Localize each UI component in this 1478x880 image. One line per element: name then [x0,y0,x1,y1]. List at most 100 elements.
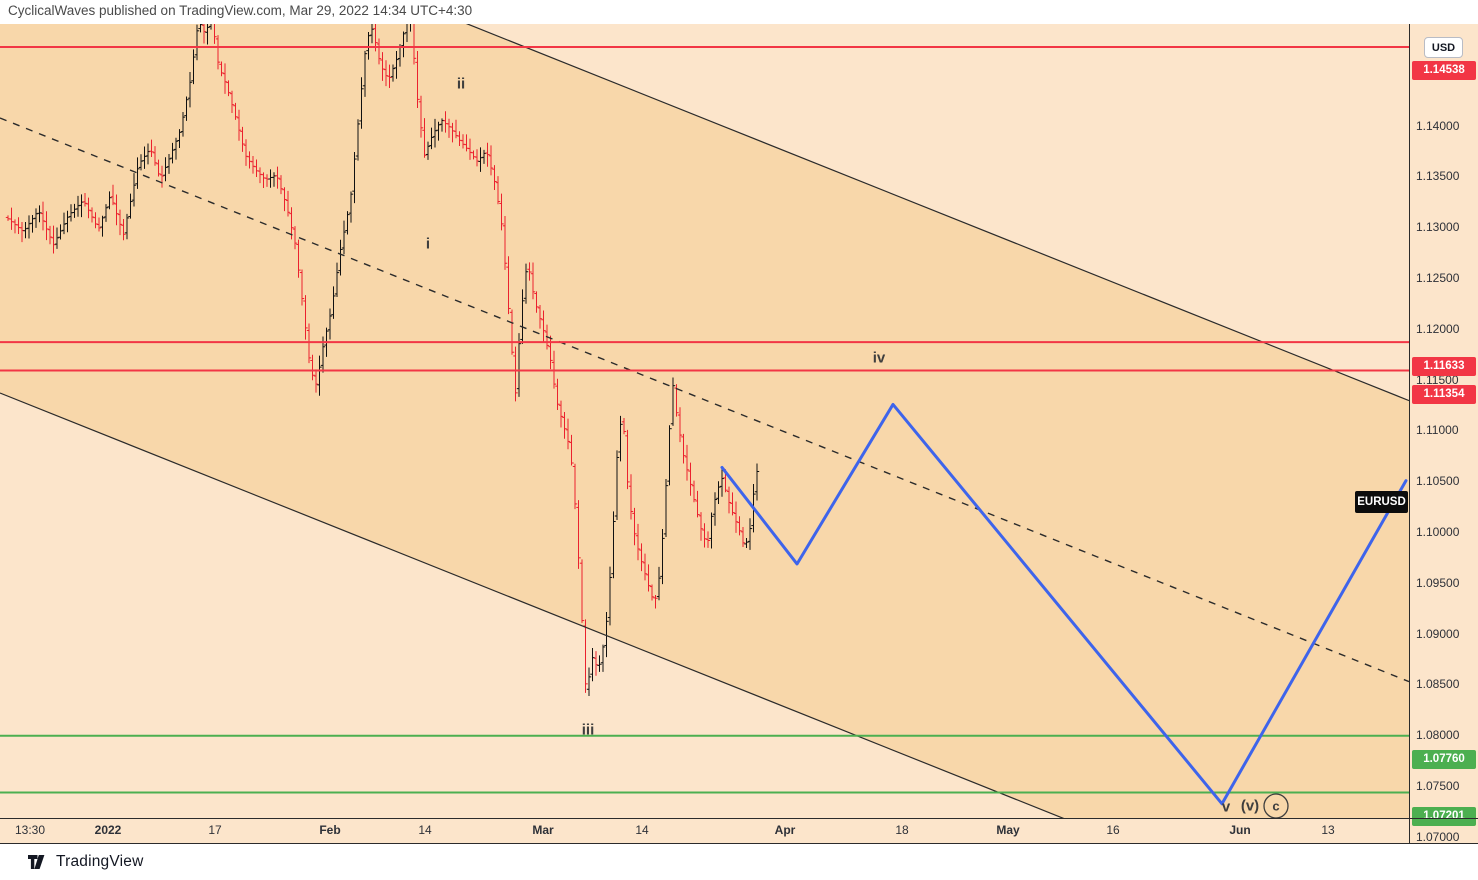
wave-label[interactable]: v [1222,799,1231,816]
ohlc-bar [663,478,669,537]
ohlc-bar [299,269,305,306]
channel-lower-line[interactable] [0,392,1409,818]
price-tick-label: 1.13000 [1416,220,1460,235]
ohlc-bar [649,584,655,601]
ohlc-bar [737,516,742,536]
time-axis[interactable]: 13:30 2022 17 Feb 14 Mar 14 Apr 18 May 16 Jun 13 [0,819,1409,843]
attribution-text: CyclicalWaves published on TradingView.c… [8,3,473,18]
ohlc-bar [719,467,725,497]
price-tick-label: 1.13500 [1416,169,1460,184]
wave-label[interactable]: ii [457,76,465,93]
ohlc-bar [65,210,70,233]
ohlc-bar [747,518,753,550]
ohlc-bar [600,644,606,672]
ohlc-bar [110,184,116,206]
ohlc-bar [754,463,760,501]
ohlc-bar [410,24,411,32]
ohlc-bar [159,165,165,188]
ohlc-bar [114,194,119,226]
price-tick-label: 1.09000 [1416,626,1460,641]
ohlc-bar [214,24,217,44]
ohlc-bar [709,512,714,549]
ohlc-bar [726,486,732,514]
ohlc-bar [702,523,707,548]
ohlc-bar [285,190,291,217]
ohlc-bar [362,50,368,97]
ohlc-bar [733,501,739,533]
ohlc-bar [376,38,382,65]
ohlc-bar [352,152,357,204]
wave-label[interactable]: c [1272,799,1279,814]
ohlc-bar [499,193,504,231]
price-tick-label: 1.11500 [1416,372,1459,387]
ohlc-bar [485,142,490,167]
wave-label[interactable]: iv [873,350,886,367]
ohlc-bar [229,90,235,113]
ohlc-bar [296,239,301,278]
channel-median-dashed-line[interactable] [0,117,1409,683]
footer-bar: TradingView [0,844,1478,880]
ohlc-bar [569,434,574,466]
ohlc-bar [177,129,182,149]
ohlc-bar [51,225,56,254]
ohlc-bar [413,24,417,65]
time-tick-label: 18 [895,823,909,837]
ohlc-bars-series [5,24,760,696]
ohlc-bar [170,142,175,164]
circled-wave-label-ring[interactable] [1263,793,1289,818]
chart-area[interactable]: ii i iv iii v (v) c 1.14000 1.13500 1.13000 1.125… [0,24,1478,844]
ohlc-bar [502,215,508,270]
wave-label[interactable]: iii [582,722,595,739]
tradingview-wordmark[interactable]: TradingView [56,853,144,870]
ohlc-bar [415,50,420,108]
wave-label[interactable]: (v) [1241,798,1259,815]
ohlc-bar [625,429,630,490]
ohlc-bar [334,262,340,297]
ohlc-bar [369,24,375,44]
ohlc-bar [40,201,46,231]
ohlc-bar [565,418,571,450]
price-tick-label: 1.14000 [1416,118,1460,133]
ohlc-bar [128,193,133,219]
elliott-wave-projection-line[interactable] [720,402,1408,806]
ohlc-bar [691,480,697,503]
ohlc-bar [198,24,203,33]
ohlc-bar [509,309,515,355]
ohlc-bar [740,527,746,548]
ohlc-bar [345,211,350,235]
price-tick-label: 1.10500 [1416,474,1460,489]
resistance-price-label: 1.11354 [1412,384,1476,404]
tradingview-logo-icon[interactable] [28,854,49,870]
wave-label[interactable]: i [426,236,430,253]
ohlc-bar [58,224,63,240]
ohlc-bar [436,121,441,141]
ohlc-bar [355,119,361,161]
currency-usd-button[interactable]: USD [1424,37,1463,58]
ohlc-bar [282,187,287,212]
ohlc-bar [418,95,424,138]
ohlc-bar [604,611,609,658]
ohlc-bar [681,433,686,464]
channel-upper-line[interactable] [0,24,1409,402]
ohlc-bar [677,407,683,443]
ohlc-bar [89,207,95,223]
ohlc-bar [572,463,578,510]
ohlc-bar [590,648,595,682]
ohlc-bar [506,256,511,315]
symbol-price-label[interactable]: EURUSD [1355,490,1408,513]
ohlc-bar [303,295,308,340]
price-axis[interactable]: 1.14000 1.13500 1.13000 1.12500 1.12000 1.115… [1410,24,1478,844]
ohlc-bar [555,378,560,411]
ohlc-bar [275,166,280,189]
ohlc-bar [404,24,408,42]
ohlc-bar [670,377,676,426]
price-tick-label: 1.09500 [1416,575,1460,590]
ohlc-bar [44,211,49,241]
ohlc-bar [597,655,602,672]
ohlc-bar [684,444,690,481]
ohlc-bar [194,24,200,61]
time-tick-label: 13 [1321,823,1335,837]
ohlc-bar [730,492,735,516]
ohlc-bar [47,225,53,245]
